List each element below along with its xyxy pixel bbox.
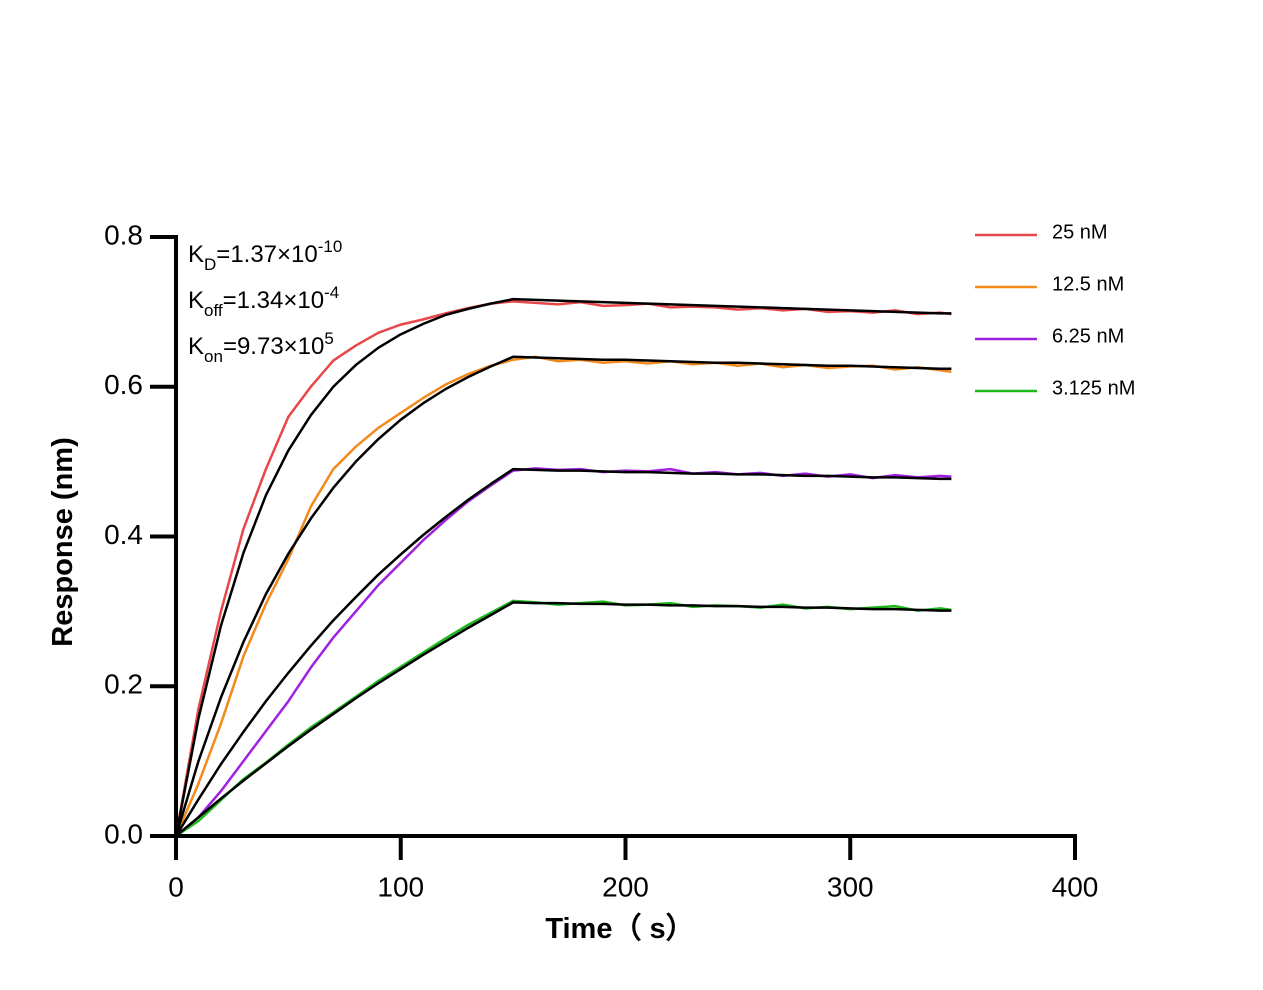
annotation-text: =1.37×10 (216, 241, 317, 268)
x-tick-label: 300 (827, 871, 874, 902)
annotation: Koff=1.34×10-4 (188, 283, 339, 320)
annotation-subscript: D (204, 255, 216, 274)
annotation-superscript: -10 (318, 237, 343, 256)
legend-label: 25 nM (1052, 221, 1108, 243)
y-tick-label: 0.6 (104, 369, 143, 400)
annotation-superscript: -4 (324, 283, 339, 302)
x-tick-label: 200 (602, 871, 649, 902)
y-tick-label: 0.4 (104, 519, 143, 550)
annotation-symbol: K (188, 333, 204, 360)
x-tick-label: 400 (1052, 871, 1099, 902)
data-line (174, 467, 952, 837)
data-line (174, 300, 952, 837)
y-tick-label: 0.8 (104, 219, 143, 250)
data-line (175, 599, 952, 838)
y-axis-title: Response (nm) (47, 437, 79, 646)
data-line (174, 355, 952, 837)
legend-label: 3.125 nM (1052, 377, 1135, 399)
data-line (174, 297, 952, 837)
data-line (174, 355, 952, 837)
legend-label: 12.5 nM (1052, 273, 1124, 295)
annotation-subscript: on (204, 347, 223, 366)
x-tick-label: 0 (168, 871, 184, 902)
annotation-symbol: K (188, 287, 204, 314)
data-line (175, 601, 952, 837)
plot-area (174, 297, 952, 838)
annotation-superscript: 5 (324, 329, 333, 348)
x-tick-label: 100 (377, 871, 424, 902)
data-line (175, 467, 952, 837)
annotation-text: =9.73×10 (223, 333, 324, 360)
y-tick-label: 0.2 (104, 669, 143, 700)
annotation: KD=1.37×10-10 (188, 237, 342, 274)
annotation-symbol: K (188, 241, 204, 268)
annotation: Kon=9.73×105 (188, 329, 334, 366)
x-axis-title: Time（ s） (545, 912, 694, 945)
y-tick-label: 0.0 (104, 818, 143, 849)
annotation-subscript: off (204, 301, 223, 320)
legend-label: 6.25 nM (1052, 325, 1124, 347)
annotation-text: =1.34×10 (223, 287, 324, 314)
